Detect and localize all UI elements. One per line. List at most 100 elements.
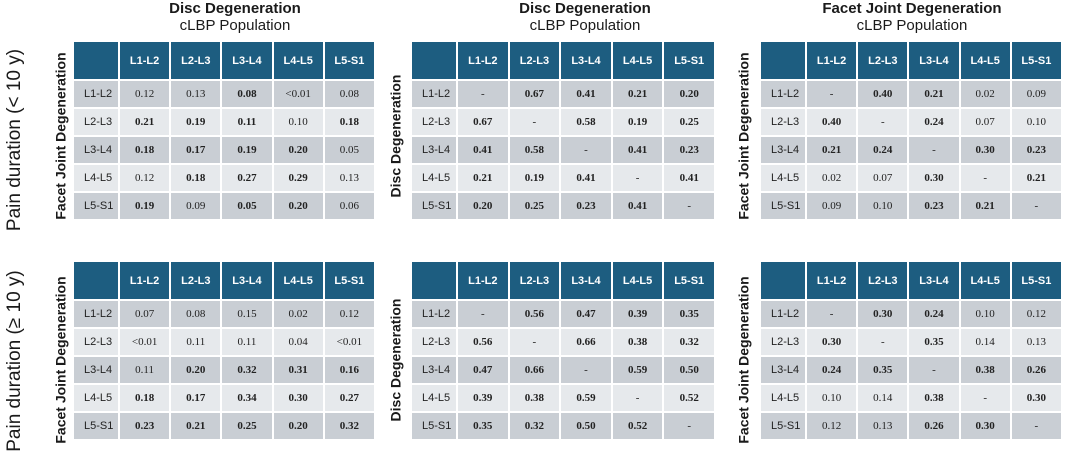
column-title-1: Disc Degeneration cLBP Population	[75, 0, 395, 34]
correlation-cell: 0.30	[1011, 385, 1061, 411]
correlation-cell: 0.47	[458, 357, 508, 383]
correlation-cell: 0.10	[1011, 109, 1061, 135]
row-header: L4-L5	[761, 385, 805, 411]
row-header: L2-L3	[412, 329, 456, 355]
column-title-2: Disc Degeneration cLBP Population	[425, 0, 745, 34]
row-header: L3-L4	[761, 357, 805, 383]
table-row: L2-L3 0.67-0.58 0.19 0.25	[412, 109, 714, 135]
correlation-cell: 0.21	[171, 413, 221, 439]
correlation-cell: 0.12	[324, 301, 374, 327]
correlation-cell: -	[1011, 413, 1061, 439]
column-header: L4-L5	[960, 42, 1010, 79]
correlation-cell: 0.20	[171, 357, 221, 383]
correlation-cell: 0.09	[1011, 81, 1061, 107]
correlation-cell: 0.32	[664, 329, 714, 355]
correlation-cell: <0.01	[120, 329, 170, 355]
correlation-cell: -	[960, 165, 1010, 191]
correlation-cell: -	[561, 137, 611, 163]
correlation-cell: 0.20	[273, 193, 323, 219]
correlation-cell: 0.41	[561, 165, 611, 191]
correlation-cell: 0.41	[561, 81, 611, 107]
correlation-cell: 0.38	[960, 357, 1010, 383]
correlation-cell: 0.52	[612, 413, 663, 439]
corner-cell	[74, 262, 118, 299]
correlation-cell: 0.13	[171, 81, 221, 107]
correlation-cell: 0.23	[561, 193, 611, 219]
column-header: L2-L3	[171, 262, 221, 299]
correlation-cell: 0.18	[120, 385, 170, 411]
correlation-cell: 0.35	[458, 413, 508, 439]
correlation-cell: 0.20	[273, 413, 323, 439]
correlation-cell: 0.35	[909, 329, 959, 355]
correlation-cell: 0.23	[909, 193, 959, 219]
row-header: L1-L2	[412, 81, 456, 107]
side-label-text: Disc Degeneration	[387, 298, 403, 422]
correlation-cell: 0.16	[324, 357, 374, 383]
side-label-t02: Facet Joint Degeneration	[733, 42, 755, 230]
correlation-cell: 0.67	[509, 81, 560, 107]
correlation-table-facet-vs-facet-long: L1-L2 L2-L3 L3-L4 L4-L5 L5-S1 L1-L2-0.30 0.24 0…	[759, 260, 1063, 441]
header-row: L1-L2 L2-L3 L3-L4 L4-L5 L5-S1	[761, 42, 1061, 79]
correlation-cell: 0.39	[458, 385, 508, 411]
correlation-cell: 0.11	[222, 109, 272, 135]
row-header: L3-L4	[74, 357, 118, 383]
correlation-cell: 0.12	[120, 165, 170, 191]
row-header: L1-L2	[761, 81, 805, 107]
correlation-cell: 0.23	[664, 137, 714, 163]
table-row: L3-L4 0.18 0.17 0.19 0.20 0.05	[74, 137, 374, 163]
table-row: L3-L4 0.24 0.35-0.38 0.26	[761, 357, 1061, 383]
correlation-cell: 0.05	[324, 137, 374, 163]
row-header: L5-S1	[761, 413, 805, 439]
column-header: L1-L2	[120, 42, 170, 79]
correlation-cell: <0.01	[273, 81, 323, 107]
correlation-cell: 0.19	[222, 137, 272, 163]
correlation-cell: 0.38	[612, 329, 663, 355]
correlation-cell: -	[664, 193, 714, 219]
correlation-cell: 0.32	[509, 413, 560, 439]
column-header: L4-L5	[612, 262, 663, 299]
side-label-t10: Facet Joint Degeneration	[50, 262, 72, 458]
row-header: L5-S1	[761, 193, 805, 219]
correlation-cell: 0.17	[171, 385, 221, 411]
correlation-cell: 0.35	[858, 357, 908, 383]
correlation-cell: 0.23	[120, 413, 170, 439]
correlation-cell: 0.27	[324, 385, 374, 411]
column-header: L2-L3	[171, 42, 221, 79]
correlation-cell: 0.09	[807, 193, 857, 219]
correlation-cell: 0.59	[612, 357, 663, 383]
correlation-cell: -	[909, 137, 959, 163]
row-header: L4-L5	[74, 385, 118, 411]
correlation-cell: 0.24	[909, 109, 959, 135]
correlation-cell: 0.66	[561, 329, 611, 355]
correlation-cell: 0.39	[612, 301, 663, 327]
corner-cell	[761, 262, 805, 299]
correlation-cell: 0.41	[612, 193, 663, 219]
column-title-sub: cLBP Population	[856, 17, 968, 34]
correlation-cell: 0.21	[458, 165, 508, 191]
correlation-cell: -	[1011, 193, 1061, 219]
column-header: L5-S1	[1011, 42, 1061, 79]
column-header: L3-L4	[222, 262, 272, 299]
row-header: L3-L4	[761, 137, 805, 163]
column-header: L3-L4	[909, 42, 959, 79]
column-header: L5-S1	[324, 42, 374, 79]
correlation-cell: 0.07	[120, 301, 170, 327]
table-row: L1-L2-0.30 0.24 0.10 0.12	[761, 301, 1061, 327]
table-row: L1-L2 0.07 0.08 0.15 0.02 0.12	[74, 301, 374, 327]
header-row: L1-L2 L2-L3 L3-L4 L4-L5 L5-S1	[412, 42, 714, 79]
table-row: L1-L2-0.67 0.41 0.21 0.20	[412, 81, 714, 107]
table-row: L3-L4 0.21 0.24-0.30 0.23	[761, 137, 1061, 163]
correlation-table-disc-vs-disc-short: L1-L2 L2-L3 L3-L4 L4-L5 L5-S1 L1-L2-0.67 0.41 0…	[410, 40, 716, 221]
column-header: L3-L4	[222, 42, 272, 79]
correlation-cell: 0.12	[1011, 301, 1061, 327]
table-row: L5-S1 0.12 0.13 0.26 0.30-	[761, 413, 1061, 439]
header-row: L1-L2 L2-L3 L3-L4 L4-L5 L5-S1	[761, 262, 1061, 299]
correlation-cell: -	[909, 357, 959, 383]
side-label-t11: Disc Degeneration	[384, 262, 406, 458]
correlation-cell: 0.41	[458, 137, 508, 163]
correlation-cell: 0.24	[807, 357, 857, 383]
correlation-cell: 0.02	[273, 301, 323, 327]
correlation-cell: 0.29	[273, 165, 323, 191]
correlation-cell: 0.58	[509, 137, 560, 163]
column-header: L2-L3	[509, 42, 560, 79]
